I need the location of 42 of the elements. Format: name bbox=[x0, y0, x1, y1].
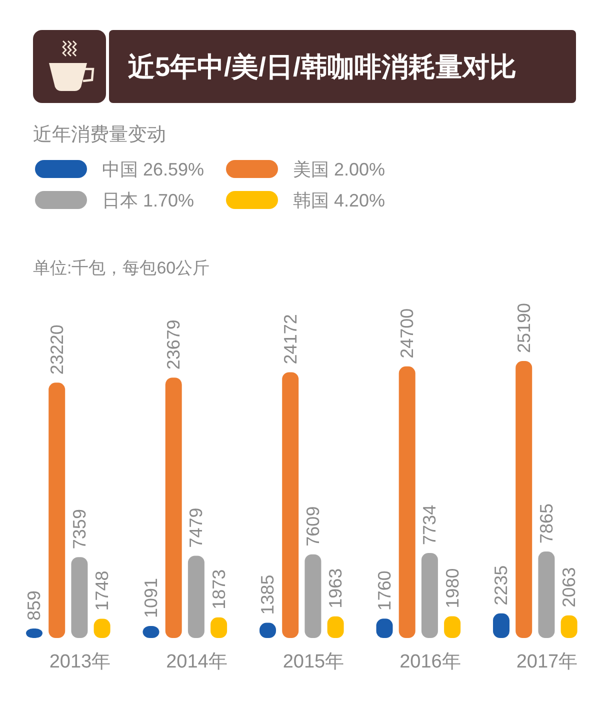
data-label: 23679 bbox=[164, 320, 184, 370]
bar bbox=[71, 557, 88, 638]
legend-label: 韩国 4.20% bbox=[293, 190, 386, 210]
data-label: 24172 bbox=[280, 314, 300, 364]
legend-label: 日本 1.70% bbox=[102, 190, 194, 210]
data-label: 1385 bbox=[258, 574, 278, 615]
legend-label: 美国 2.00% bbox=[293, 160, 386, 180]
bar bbox=[516, 361, 532, 638]
data-label: 2063 bbox=[559, 567, 580, 608]
data-label: 1091 bbox=[141, 578, 161, 618]
data-label: 24700 bbox=[397, 308, 418, 358]
data-label: 1963 bbox=[326, 568, 346, 608]
data-label: 1748 bbox=[92, 570, 112, 611]
y-axis-title: 单位:千包，每包60公斤 bbox=[33, 258, 210, 278]
bar bbox=[48, 382, 66, 638]
x-tick-label: 2017年 bbox=[516, 652, 578, 672]
bar bbox=[398, 366, 416, 638]
data-label: 7359 bbox=[69, 509, 90, 550]
data-label: 1873 bbox=[208, 569, 229, 610]
data-label: 2235 bbox=[491, 565, 512, 606]
legend-label: 中国 26.59% bbox=[102, 160, 204, 180]
bar bbox=[165, 378, 182, 638]
data-label: 859 bbox=[24, 590, 44, 621]
bar bbox=[538, 552, 555, 638]
bar bbox=[304, 554, 322, 638]
x-tick-label: 2015年 bbox=[282, 652, 344, 672]
bar bbox=[421, 552, 438, 638]
data-label: 23220 bbox=[46, 324, 67, 375]
x-tick-label: 2016年 bbox=[400, 652, 461, 672]
bar bbox=[188, 556, 204, 638]
data-label: 7479 bbox=[186, 508, 206, 548]
data-label: 25190 bbox=[514, 302, 534, 353]
data-label: 1980 bbox=[442, 568, 462, 608]
bar bbox=[282, 372, 299, 638]
legend-title: 近年消费量变动 bbox=[33, 124, 166, 146]
x-tick-label: 2013年 bbox=[49, 652, 111, 672]
data-label: 7609 bbox=[302, 506, 323, 546]
data-label: 1760 bbox=[374, 570, 394, 611]
data-label: 7734 bbox=[420, 504, 440, 545]
x-tick-label: 2014年 bbox=[166, 652, 228, 672]
data-label: 7865 bbox=[536, 503, 556, 544]
chart-title: 近5年中/美/日/韩咖啡消耗量对比 bbox=[128, 52, 517, 82]
